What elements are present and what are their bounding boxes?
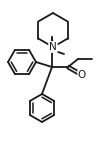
Text: N: N xyxy=(49,42,57,52)
Text: O: O xyxy=(78,70,86,80)
